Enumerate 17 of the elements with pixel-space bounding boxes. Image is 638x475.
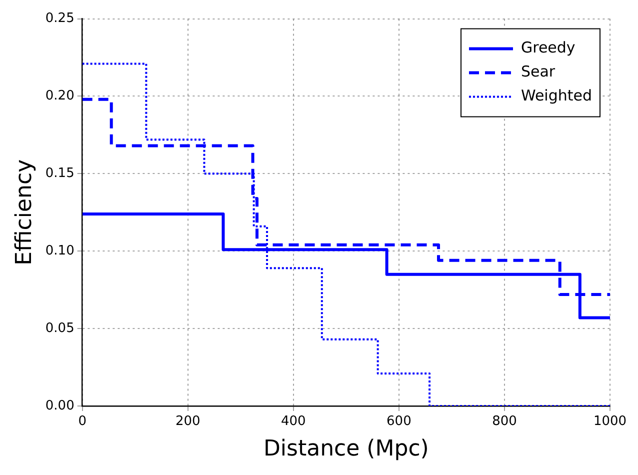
x-tick-label: 800 — [492, 414, 517, 430]
y-axis-title: Efficiency — [12, 159, 37, 266]
x-tick-label: 0 — [78, 414, 86, 430]
x-axis-title: Distance (Mpc) — [263, 436, 429, 462]
y-tick-label: 0.00 — [45, 398, 74, 414]
y-tick-label: 0.20 — [45, 88, 74, 104]
x-tick-label: 1000 — [593, 414, 627, 430]
legend-label: Sear — [520, 62, 556, 81]
x-tick-label: 200 — [175, 414, 200, 430]
y-tick-label: 0.15 — [45, 166, 74, 182]
legend-label: Weighted — [520, 86, 592, 105]
y-tick-label: 0.25 — [45, 11, 74, 26]
x-tick-label: 600 — [386, 414, 412, 430]
x-tick-label: 400 — [280, 414, 306, 430]
y-tick-label: 0.05 — [45, 320, 74, 336]
y-tick-label: 0.10 — [45, 243, 74, 258]
legend-label: Greedy — [520, 38, 576, 57]
